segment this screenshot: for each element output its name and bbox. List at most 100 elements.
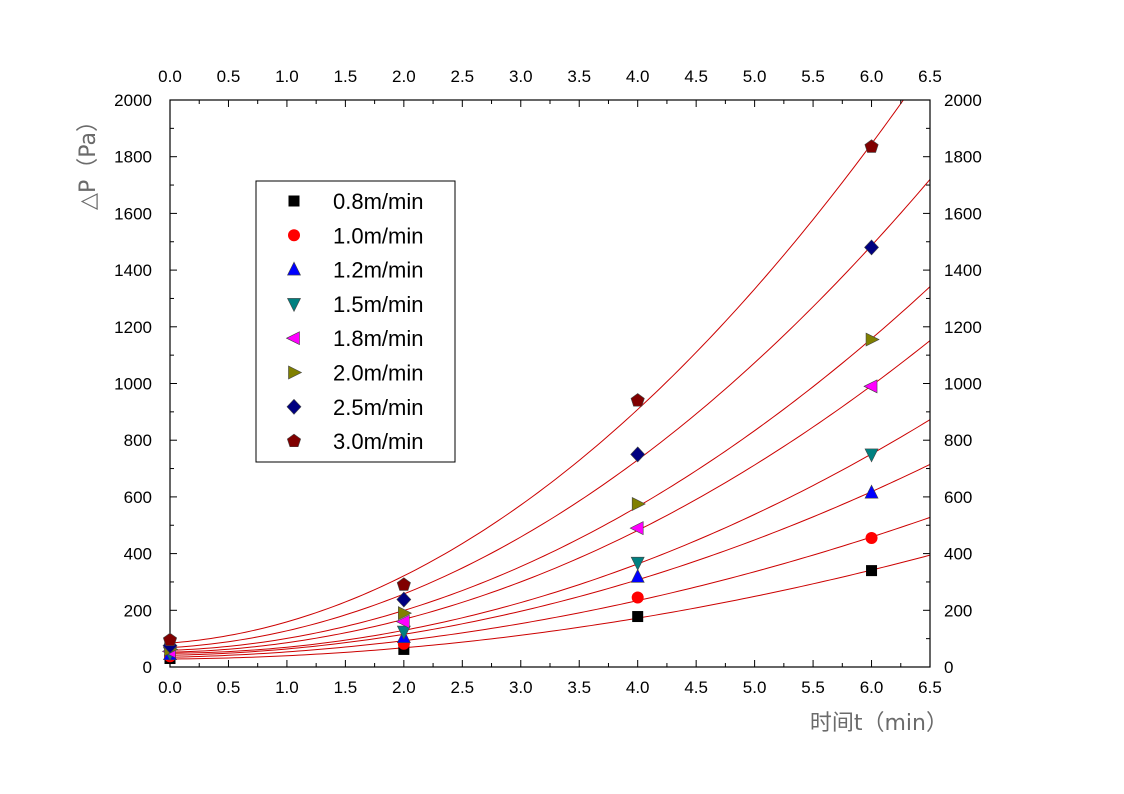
- fit-line: [170, 516, 930, 658]
- data-point: [866, 565, 878, 577]
- y-tick-label-right: 1600: [944, 204, 982, 223]
- legend-marker: [288, 195, 300, 207]
- x-tick-label-bottom: 4.5: [684, 678, 708, 697]
- x-tick-label-top: 2.0: [392, 67, 416, 86]
- legend-label: 2.5m/min: [333, 395, 423, 420]
- x-tick-label-bottom: 6.5: [918, 678, 942, 697]
- x-tick-label-top: 0.0: [158, 67, 182, 86]
- legend-label: 2.0m/min: [333, 361, 423, 386]
- y-tick-label-left: 800: [124, 431, 152, 450]
- legend-marker: [288, 229, 300, 242]
- y-tick-label-left: 1800: [114, 148, 152, 167]
- x-tick-label-top: 5.0: [743, 67, 767, 86]
- legend: 0.8m/min 1.0m/min 1.2m/min 1.5m/min 1.8m/min…: [255, 180, 456, 463]
- legend-label: 1.8m/min: [333, 326, 423, 351]
- x-axis-title: 时间t（min）: [810, 711, 948, 736]
- y-tick-label-left: 200: [124, 601, 152, 620]
- fit-line: [170, 419, 930, 654]
- data-point: [395, 614, 410, 629]
- x-tick-label-top: 6.5: [918, 67, 942, 86]
- y-tick-label-left: 600: [124, 488, 152, 507]
- data-point: [629, 521, 644, 536]
- data-point: [398, 606, 413, 621]
- x-tick-label-bottom: 0.5: [217, 678, 241, 697]
- legend-marker: [287, 298, 301, 313]
- fit-line: [170, 100, 904, 644]
- y-tick-label-left: 1200: [114, 318, 152, 337]
- x-tick-label-top: 1.5: [334, 67, 358, 86]
- fit-line: [170, 554, 930, 660]
- x-tick-label-bottom: 4.0: [626, 678, 650, 697]
- y-tick-label-right: 200: [944, 601, 972, 620]
- fit-line: [170, 463, 930, 656]
- x-tick-label-bottom: 2.0: [392, 678, 416, 697]
- data-point: [864, 448, 879, 463]
- data-point: [630, 568, 645, 583]
- y-tick-label-right: 400: [944, 545, 972, 564]
- legend-marker: [286, 433, 302, 448]
- x-tick-label-bottom: 3.0: [509, 678, 533, 697]
- data-point: [865, 332, 880, 347]
- data-point: [863, 379, 878, 394]
- fit-lines: [170, 100, 930, 660]
- data-point: [630, 446, 646, 463]
- data-points: [161, 139, 880, 664]
- x-tick-label-bottom: 3.5: [567, 678, 591, 697]
- x-tick-label-top: 2.5: [450, 67, 474, 86]
- x-tick-label-top: 4.5: [684, 67, 708, 86]
- legend-marker: [286, 398, 302, 415]
- x-tick-label-bottom: 5.0: [743, 678, 767, 697]
- data-point: [631, 497, 646, 511]
- x-tick-label-bottom: 6.0: [860, 678, 884, 697]
- fit-line: [170, 340, 930, 653]
- legend-marker: [288, 365, 303, 380]
- data-point: [865, 532, 878, 545]
- legend-marker: [285, 331, 300, 346]
- x-tick-label-top: 5.5: [801, 67, 825, 86]
- y-tick-label-left: 0: [143, 658, 152, 677]
- x-tick-label-bottom: 0.0: [158, 678, 182, 697]
- y-tick-label-right: 0: [944, 658, 953, 677]
- x-tick-label-top: 3.5: [567, 67, 591, 86]
- y-tick-label-right: 1800: [944, 148, 982, 167]
- legend-box: [255, 180, 456, 463]
- data-point: [396, 577, 411, 591]
- y-tick-label-left: 1600: [114, 204, 152, 223]
- y-tick-label-right: 1200: [944, 318, 982, 337]
- x-tick-label-bottom: 2.5: [450, 678, 474, 697]
- x-tick-label-bottom: 1.5: [334, 678, 358, 697]
- x-tick-label-top: 3.0: [509, 67, 533, 86]
- x-tick-label-bottom: 1.0: [275, 678, 299, 697]
- y-tick-label-left: 400: [124, 545, 152, 564]
- y-tick-label-left: 1400: [114, 261, 152, 280]
- y-tick-label-right: 1000: [944, 375, 982, 394]
- legend-label: 1.5m/min: [333, 292, 423, 317]
- data-point: [864, 139, 879, 153]
- fit-line: [170, 179, 930, 649]
- data-point: [396, 591, 412, 608]
- data-point: [864, 239, 879, 256]
- data-point: [630, 393, 645, 407]
- data-point: [631, 591, 644, 604]
- y-tick-label-right: 2000: [944, 91, 982, 110]
- x-tick-label-top: 0.5: [217, 67, 241, 86]
- data-point: [396, 625, 411, 640]
- legend-label: 1.0m/min: [333, 223, 423, 248]
- data-point: [162, 632, 178, 647]
- data-point: [864, 484, 879, 499]
- y-tick-label-right: 600: [944, 488, 972, 507]
- legend-label: 3.0m/min: [333, 429, 423, 454]
- y-tick-label-left: 2000: [114, 91, 152, 110]
- fit-line: [170, 286, 930, 651]
- x-tick-label-top: 6.0: [860, 67, 884, 86]
- y-tick-label-left: 1000: [114, 375, 152, 394]
- y-axis-title: △P（Pa）: [76, 110, 101, 210]
- axis-ticks: 0.0 0.0 0.5 0.5 1.0 1.0 1.5 1.5 2.0 2.0 2.5 2.5 3.0 3…: [114, 67, 982, 697]
- data-point: [630, 556, 645, 571]
- x-tick-label-top: 1.0: [275, 67, 299, 86]
- y-tick-label-right: 800: [944, 431, 972, 450]
- x-tick-label-bottom: 5.5: [801, 678, 825, 697]
- data-point: [632, 611, 644, 623]
- x-tick-label-top: 4.0: [626, 67, 650, 86]
